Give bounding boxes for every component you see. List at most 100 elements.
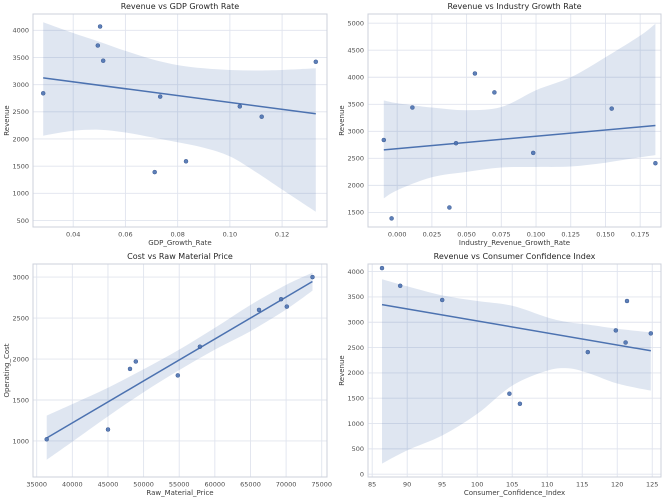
plot-border — [32, 263, 328, 478]
x-tick-label: 40000 — [62, 481, 83, 489]
ci-band — [382, 279, 651, 464]
y-tick-label: 2000 — [347, 182, 364, 190]
y-tick-label: 4500 — [347, 47, 364, 55]
data-point — [453, 140, 459, 146]
x-tick-label: 0.000 — [388, 231, 407, 239]
chart-background — [0, 250, 335, 500]
x-tick-label: 0.150 — [596, 231, 615, 239]
x-tick-label: 55000 — [169, 481, 190, 489]
x-axis-label: Consumer_Confidence_Index — [464, 489, 565, 497]
y-tick-label: 2500 — [347, 155, 364, 163]
x-tick-label: 0.125 — [561, 231, 580, 239]
x-tick-label: 120 — [611, 481, 623, 489]
data-point — [100, 58, 106, 63]
data-point — [197, 344, 203, 349]
x-tick-label: 0.08 — [170, 231, 184, 239]
x-tick-label: 70000 — [276, 481, 297, 489]
data-point — [653, 160, 658, 166]
x-tick-label: 0.06 — [118, 231, 132, 239]
y-tick-label: 3000 — [12, 273, 29, 281]
y-axis-label: Operating_Cost — [3, 343, 11, 397]
y-tick-label: 1000 — [347, 420, 364, 428]
x-tick-label: 0.04 — [66, 231, 80, 239]
y-tick-label: 4000 — [347, 74, 364, 82]
y-tick-label: 1500 — [12, 396, 29, 404]
data-point — [439, 297, 445, 303]
scatter-points — [379, 265, 654, 407]
regression-line — [383, 124, 656, 151]
x-tick-label: 65000 — [240, 481, 261, 489]
grid-lines — [368, 264, 661, 477]
data-point — [310, 274, 315, 280]
y-tick-label: 500 — [17, 217, 29, 225]
regression-line — [381, 303, 651, 352]
tick-labels: 0.04 0.06 0.08 0.10 0.12 500 1000 1500 2000 2500 3… — [12, 27, 289, 239]
x-tick-label: 105 — [506, 481, 518, 489]
data-point — [259, 114, 264, 119]
scatter-points — [40, 24, 319, 175]
data-point — [389, 216, 394, 221]
data-point — [256, 307, 262, 313]
y-tick-label: 4000 — [347, 268, 364, 276]
plot-border — [32, 13, 328, 228]
data-point — [447, 205, 452, 210]
chart-background — [335, 250, 669, 500]
y-tick-label: 3500 — [347, 101, 364, 109]
scatter-points — [44, 274, 315, 442]
plot-border — [367, 13, 662, 228]
chart-revenue-vs-consumer-confidence-index: 85 90 95 100 105 110 115 120 125 0 500 1000 1500 2000… — [335, 250, 669, 500]
data-point — [613, 328, 619, 333]
y-tick-label: 3500 — [12, 54, 29, 62]
x-tick-label: 45000 — [98, 481, 119, 489]
y-tick-label: 0 — [360, 471, 364, 479]
chart-title: Cost vs Raw Material Price — [127, 252, 233, 261]
x-tick-label: 100 — [471, 481, 483, 489]
y-tick-label: 2000 — [12, 355, 29, 363]
tick-labels: 85 90 95 100 105 110 115 120 125 0 500 1000 1500 2000… — [347, 268, 658, 489]
x-tick-label: 35000 — [26, 481, 47, 489]
y-tick-label: 2000 — [347, 369, 364, 377]
data-point — [379, 265, 385, 271]
tick-labels: 0.000 0.025 0.050 0.075 0.100 0.125 0.150 0.175… — [347, 20, 649, 239]
grid-lines — [368, 14, 661, 227]
x-tick-label: 0.100 — [527, 231, 546, 239]
data-point — [97, 24, 103, 29]
data-point — [284, 304, 290, 309]
data-point — [624, 298, 630, 304]
y-tick-label: 1500 — [12, 162, 29, 170]
chart-background — [335, 0, 669, 250]
data-point — [278, 296, 284, 302]
data-point — [44, 437, 49, 442]
y-axis-label: Revenue — [338, 355, 346, 386]
y-tick-label: 1500 — [347, 395, 364, 403]
chart-revenue-vs-industry-growth-rate: 0.000 0.025 0.050 0.075 0.100 0.125 0.150 0.175… — [335, 0, 669, 250]
data-point — [585, 349, 591, 355]
y-tick-label: 2500 — [12, 314, 29, 322]
x-tick-label: 0.025 — [423, 231, 442, 239]
chart-background — [0, 0, 335, 250]
x-tick-label: 110 — [541, 481, 553, 489]
plot-border — [367, 263, 662, 478]
chart-svg: 35000 40000 45000 50000 55000 60000 65000 70000… — [0, 250, 335, 500]
data-point — [40, 91, 46, 96]
y-tick-label: 1500 — [347, 209, 364, 217]
x-tick-label: 85 — [368, 481, 376, 489]
data-point — [397, 283, 403, 289]
tick-labels: 35000 40000 45000 50000 55000 60000 65000 70000… — [12, 273, 332, 488]
y-axis-label: Revenue — [3, 105, 11, 136]
ci-band — [46, 272, 313, 460]
x-tick-label: 115 — [576, 481, 588, 489]
chart-title: Revenue vs Consumer Confidence Index — [434, 252, 596, 261]
x-tick-label: 75000 — [311, 481, 332, 489]
data-point — [623, 340, 628, 345]
x-tick-label: 0.10 — [223, 231, 237, 239]
data-point — [183, 159, 189, 164]
x-tick-label: 60000 — [204, 481, 225, 489]
y-tick-label: 3000 — [12, 81, 29, 89]
data-point — [472, 71, 478, 76]
regression-line — [43, 77, 316, 115]
data-point — [157, 94, 163, 99]
data-point — [530, 150, 536, 156]
chart-svg: 0.000 0.025 0.050 0.075 0.100 0.125 0.150 0.175… — [335, 0, 669, 250]
